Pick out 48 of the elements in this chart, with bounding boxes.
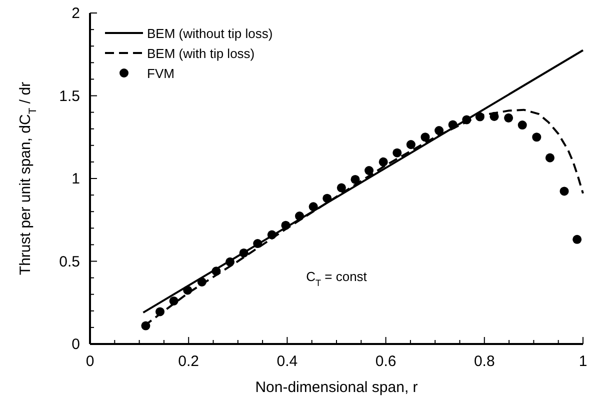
point xyxy=(406,140,416,150)
point xyxy=(322,194,332,203)
point xyxy=(295,212,304,221)
point xyxy=(169,296,178,306)
point xyxy=(281,220,290,230)
point xyxy=(239,248,248,258)
point xyxy=(350,174,360,184)
point xyxy=(462,115,472,124)
point xyxy=(545,153,554,162)
point xyxy=(572,234,582,244)
point xyxy=(253,239,262,248)
point xyxy=(532,132,542,142)
point xyxy=(560,186,569,196)
point xyxy=(490,112,499,121)
legend-label: BEM (with tip loss) xyxy=(147,46,255,61)
legend-label: BEM (without tip loss) xyxy=(147,26,273,41)
point xyxy=(378,157,388,166)
point xyxy=(267,230,276,240)
x-tick-label: 0.8 xyxy=(474,353,495,370)
point xyxy=(141,321,150,330)
y-tick-label: 1.5 xyxy=(59,88,80,105)
point xyxy=(504,113,514,122)
x-tick-label: 0.6 xyxy=(375,353,396,370)
point xyxy=(392,148,402,158)
legend-label: FVM xyxy=(147,66,174,81)
point xyxy=(226,257,235,266)
annotation: C$_{T}$ = const xyxy=(306,269,368,288)
point xyxy=(212,266,221,276)
point xyxy=(518,120,527,130)
point xyxy=(364,166,374,176)
x-tick-label: 0 xyxy=(86,353,94,370)
point xyxy=(183,286,192,295)
point xyxy=(308,202,318,212)
point xyxy=(336,183,346,192)
point xyxy=(475,112,484,122)
x-tick-label: 0.4 xyxy=(276,353,298,370)
y-tick-label: 0.5 xyxy=(59,253,80,270)
point xyxy=(420,132,430,142)
y-tick-label: 2 xyxy=(72,5,80,22)
y-tick-label: 1 xyxy=(72,170,80,188)
point xyxy=(197,277,206,286)
point xyxy=(448,120,458,130)
x-axis-title: Non-dimensional span, r xyxy=(255,379,418,396)
x-tick-label: 0.2 xyxy=(178,353,200,370)
y-tick-label: 0 xyxy=(72,336,80,353)
x-tick-label: 1 xyxy=(578,353,588,370)
point xyxy=(155,307,165,316)
point xyxy=(434,126,444,136)
